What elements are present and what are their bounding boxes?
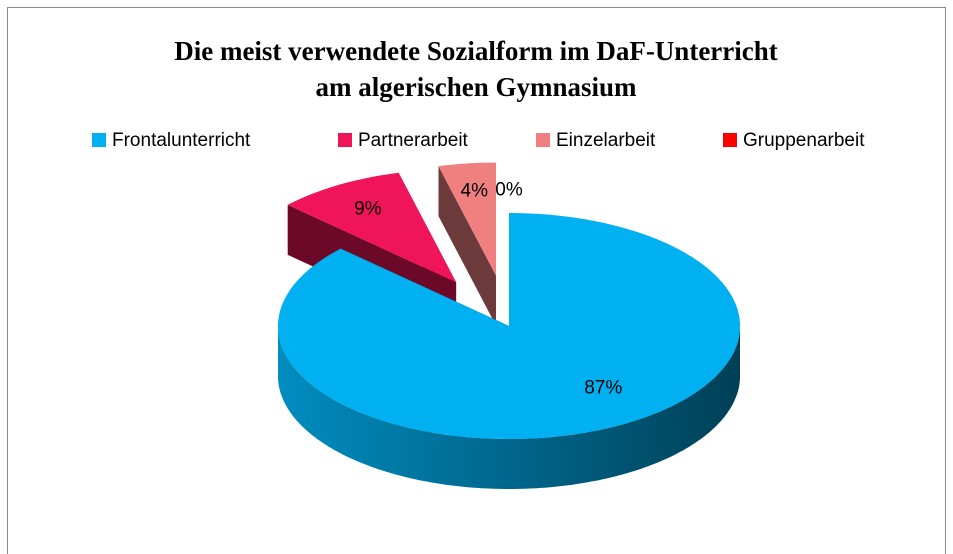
- slice: [287, 172, 457, 283]
- data-label: 87%: [584, 378, 622, 399]
- slice-wall: [438, 166, 496, 326]
- legend-swatch: [723, 133, 737, 147]
- legend-swatch: [92, 133, 106, 147]
- legend-label: Partnerarbeit: [358, 130, 469, 151]
- legend-label: Einzelarbeit: [556, 130, 656, 151]
- legend-swatch: [536, 133, 550, 147]
- legend-swatch: [338, 133, 352, 147]
- slice-side-shade: [278, 326, 740, 489]
- legend-label: Gruppenarbeit: [743, 130, 865, 151]
- legend-label: Frontalunterricht: [112, 130, 251, 151]
- slice: [438, 162, 496, 276]
- chart-title: am algerischen Gymnasium: [316, 72, 638, 102]
- data-label: 0%: [495, 179, 523, 200]
- data-label: 4%: [461, 180, 489, 201]
- slice: [278, 213, 740, 439]
- data-label: 9%: [354, 198, 382, 219]
- chart-title: Die meist verwendete Sozialform im DaF-U…: [174, 36, 778, 66]
